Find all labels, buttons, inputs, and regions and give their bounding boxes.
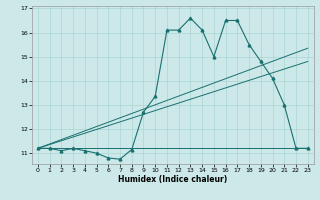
X-axis label: Humidex (Indice chaleur): Humidex (Indice chaleur): [118, 175, 228, 184]
